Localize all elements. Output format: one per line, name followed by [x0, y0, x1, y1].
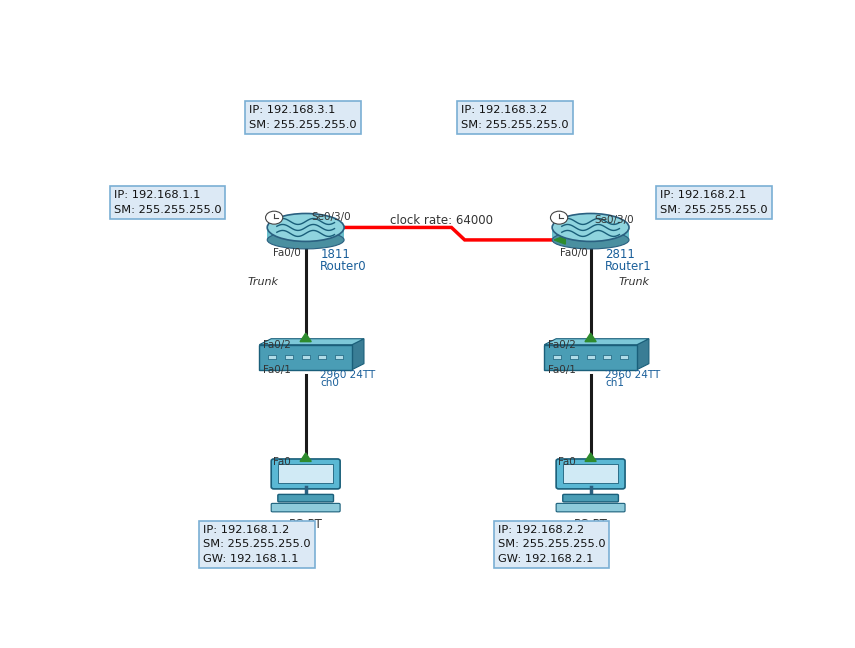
- Polygon shape: [300, 453, 311, 461]
- Text: Fa0/1: Fa0/1: [263, 365, 291, 375]
- Polygon shape: [268, 227, 344, 240]
- FancyBboxPatch shape: [285, 355, 293, 359]
- Polygon shape: [300, 333, 311, 341]
- Text: IP: 192.168.1.1
SM: 255.255.255.0: IP: 192.168.1.1 SM: 255.255.255.0: [114, 190, 221, 215]
- Text: ch1: ch1: [605, 378, 624, 388]
- Text: Se0/3/0: Se0/3/0: [594, 215, 634, 225]
- Text: Fa0/1: Fa0/1: [548, 365, 576, 375]
- Circle shape: [266, 211, 283, 224]
- FancyBboxPatch shape: [271, 503, 340, 512]
- FancyBboxPatch shape: [569, 355, 578, 359]
- FancyBboxPatch shape: [279, 465, 333, 483]
- FancyBboxPatch shape: [604, 355, 611, 359]
- Text: Router1: Router1: [605, 260, 652, 273]
- Text: Fa0: Fa0: [274, 457, 291, 467]
- Polygon shape: [637, 339, 649, 369]
- Polygon shape: [259, 339, 364, 345]
- Ellipse shape: [268, 213, 344, 242]
- FancyBboxPatch shape: [278, 494, 333, 502]
- Polygon shape: [552, 227, 629, 240]
- FancyBboxPatch shape: [563, 494, 618, 502]
- Ellipse shape: [552, 213, 629, 242]
- FancyBboxPatch shape: [556, 459, 625, 489]
- Text: Trunk: Trunk: [618, 277, 649, 287]
- Polygon shape: [554, 236, 565, 244]
- FancyBboxPatch shape: [620, 355, 628, 359]
- Ellipse shape: [552, 231, 629, 249]
- Text: 1811: 1811: [321, 248, 350, 261]
- Text: Fa0/2: Fa0/2: [263, 340, 291, 350]
- FancyBboxPatch shape: [587, 355, 594, 359]
- Text: PC0: PC0: [294, 528, 317, 541]
- Polygon shape: [585, 453, 596, 461]
- Text: 2960 24TT: 2960 24TT: [605, 369, 660, 380]
- Polygon shape: [544, 339, 649, 345]
- FancyBboxPatch shape: [335, 355, 343, 359]
- Text: PC-PT: PC-PT: [574, 518, 608, 531]
- Text: PC1: PC1: [579, 528, 602, 541]
- FancyBboxPatch shape: [302, 355, 310, 359]
- Text: Se0/3/0: Se0/3/0: [311, 213, 351, 222]
- Text: Fa0: Fa0: [558, 457, 576, 467]
- FancyBboxPatch shape: [553, 355, 561, 359]
- FancyBboxPatch shape: [318, 355, 327, 359]
- Text: ch0: ch0: [321, 378, 339, 388]
- Text: 2811: 2811: [605, 248, 635, 261]
- Text: clock rate: 64000: clock rate: 64000: [390, 214, 493, 227]
- Text: PC-PT: PC-PT: [289, 518, 322, 531]
- Text: Fa0/2: Fa0/2: [548, 340, 576, 350]
- Text: IP: 192.168.1.2
SM: 255.255.255.0
GW: 192.168.1.1: IP: 192.168.1.2 SM: 255.255.255.0 GW: 19…: [203, 525, 310, 564]
- Text: Fa0/0: Fa0/0: [559, 248, 587, 259]
- Text: IP: 192.168.3.2
SM: 255.255.255.0: IP: 192.168.3.2 SM: 255.255.255.0: [462, 106, 569, 130]
- Text: 2960 24TT: 2960 24TT: [321, 369, 375, 380]
- Circle shape: [551, 211, 568, 224]
- Polygon shape: [259, 345, 352, 369]
- Text: Trunk: Trunk: [247, 277, 278, 287]
- Text: Router0: Router0: [321, 260, 367, 273]
- Text: IP: 192.168.3.1
SM: 255.255.255.0: IP: 192.168.3.1 SM: 255.255.255.0: [250, 106, 357, 130]
- FancyBboxPatch shape: [268, 355, 276, 359]
- Polygon shape: [585, 333, 596, 341]
- Polygon shape: [331, 223, 342, 232]
- Text: IP: 192.168.2.2
SM: 255.255.255.0
GW: 192.168.2.1: IP: 192.168.2.2 SM: 255.255.255.0 GW: 19…: [498, 525, 605, 564]
- Text: Fa0/0: Fa0/0: [273, 248, 300, 259]
- Polygon shape: [544, 345, 637, 369]
- Text: IP: 192.168.2.1
SM: 255.255.255.0: IP: 192.168.2.1 SM: 255.255.255.0: [660, 190, 768, 215]
- Ellipse shape: [268, 231, 344, 249]
- FancyBboxPatch shape: [563, 465, 618, 483]
- FancyBboxPatch shape: [271, 459, 340, 489]
- FancyBboxPatch shape: [556, 503, 625, 512]
- Polygon shape: [352, 339, 364, 369]
